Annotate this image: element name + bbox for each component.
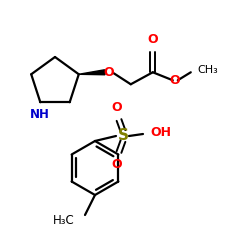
Text: O: O xyxy=(170,74,180,87)
Text: OH: OH xyxy=(150,126,171,140)
Text: CH₃: CH₃ xyxy=(198,65,218,75)
Polygon shape xyxy=(79,70,105,75)
Text: O: O xyxy=(112,158,122,171)
Text: NH: NH xyxy=(30,108,50,121)
Text: O: O xyxy=(148,33,158,46)
Text: S: S xyxy=(118,128,128,144)
Text: O: O xyxy=(112,101,122,114)
Text: O: O xyxy=(104,66,114,79)
Text: H₃C: H₃C xyxy=(53,214,75,226)
